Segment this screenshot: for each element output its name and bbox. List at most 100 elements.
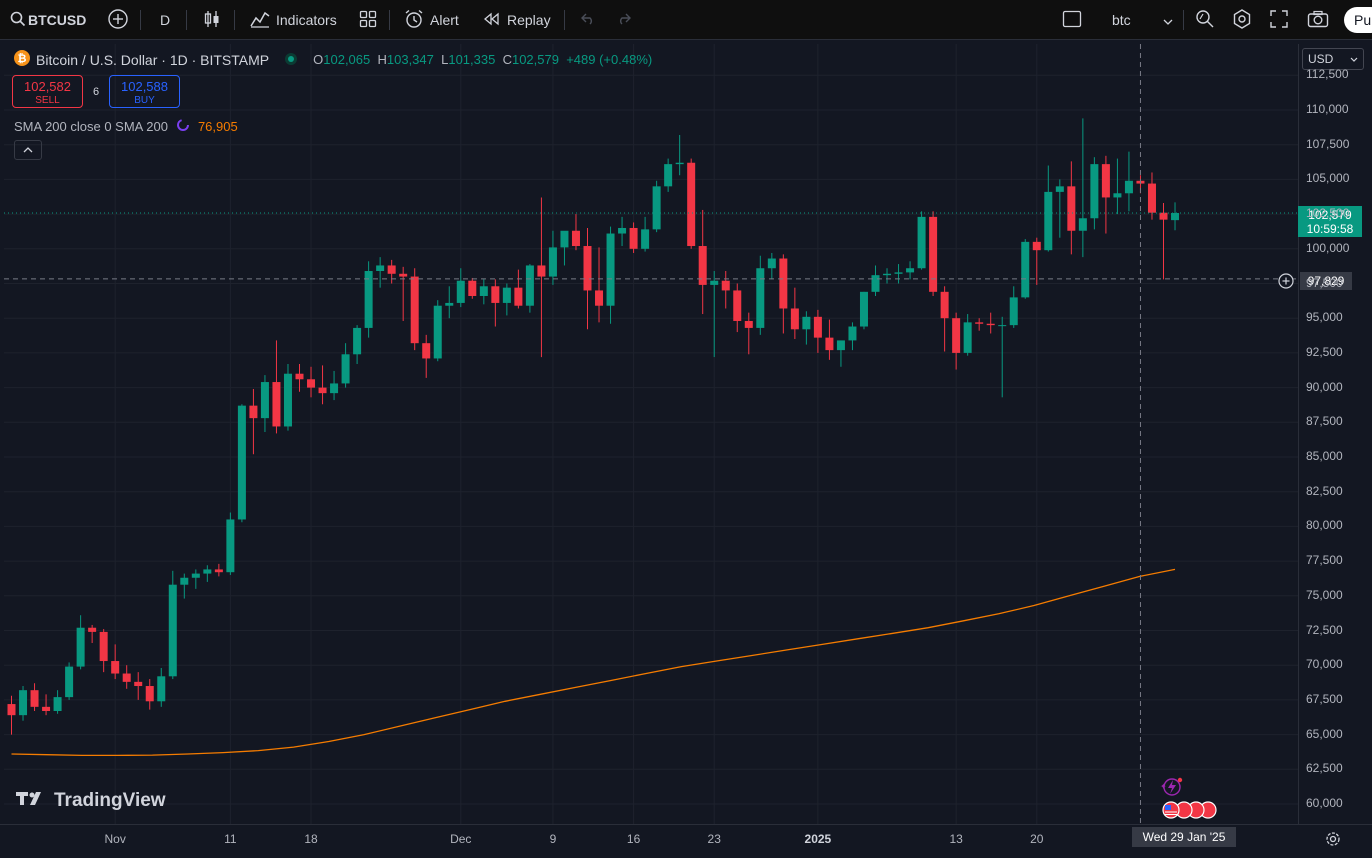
candle xyxy=(237,404,246,523)
candle xyxy=(756,255,765,335)
alert-button[interactable]: Alert xyxy=(404,0,459,40)
sell-button[interactable]: 102,582 SELL xyxy=(12,75,83,108)
candle-body xyxy=(733,290,742,321)
chart-type-button[interactable] xyxy=(203,0,221,40)
candle xyxy=(929,211,938,296)
candle-body xyxy=(157,676,166,702)
candle-body xyxy=(122,673,131,682)
economic-events-flags-icon[interactable] xyxy=(1160,800,1220,825)
candle xyxy=(168,570,177,680)
redo-button[interactable] xyxy=(617,0,633,40)
spread-value: 6 xyxy=(93,86,100,98)
candle xyxy=(1124,151,1133,212)
price-axis[interactable] xyxy=(1298,44,1372,824)
candle-body xyxy=(1067,186,1076,231)
candle-body xyxy=(168,584,177,677)
candle xyxy=(330,370,339,401)
candle xyxy=(387,259,396,284)
candle xyxy=(652,180,661,233)
indicators-button[interactable]: Indicators xyxy=(250,0,337,40)
candle xyxy=(272,340,281,434)
candle-body xyxy=(1101,164,1110,198)
symbol-title[interactable]: Bitcoin / U.S. Dollar · 1D · BITSTAMP xyxy=(36,51,270,68)
sell-label: SELL xyxy=(35,95,60,106)
rewind-icon xyxy=(483,12,501,29)
candle-body xyxy=(1009,297,1018,326)
candle-body xyxy=(1159,212,1168,220)
sma-legend[interactable]: SMA 200 close 0 SMA 200 76,905 xyxy=(14,118,238,135)
candle xyxy=(433,300,442,362)
tradingview-logo[interactable]: TradingView xyxy=(16,790,166,812)
templates-button[interactable] xyxy=(359,0,377,40)
top-toolbar: BTCUSD D Indicators Alert Re xyxy=(0,0,1372,40)
candle xyxy=(111,644,120,680)
candle-body xyxy=(675,162,684,165)
sell-price: 102,582 xyxy=(24,79,71,94)
candle-body xyxy=(871,275,880,292)
publish-button[interactable]: Pu xyxy=(1344,7,1372,33)
axis-settings-button[interactable] xyxy=(1325,831,1341,852)
fullscreen-button[interactable] xyxy=(1270,0,1288,40)
time-tick-label: Nov xyxy=(104,832,126,846)
candle xyxy=(1078,118,1087,258)
lightning-event-icon[interactable]: ✦ xyxy=(1156,776,1186,803)
candle xyxy=(376,257,385,288)
undo-button[interactable] xyxy=(579,0,595,40)
layout-name: btc xyxy=(1112,12,1131,28)
svg-text:✦: ✦ xyxy=(1160,782,1167,791)
buy-button[interactable]: 102,588 BUY xyxy=(109,75,180,108)
interval-button[interactable]: D xyxy=(160,0,170,40)
bitcoin-icon: ₿ xyxy=(14,50,30,69)
change-value: +489 (+0.48%) xyxy=(566,52,653,67)
candle-body xyxy=(364,271,373,328)
candle-body xyxy=(1113,193,1122,198)
candle-body xyxy=(42,706,51,712)
plus-circle-icon xyxy=(107,8,129,33)
sma-200-line xyxy=(11,568,1176,757)
candle-body xyxy=(88,627,97,632)
compare-add-button[interactable] xyxy=(107,0,129,40)
last-price-tag: 102,579 10:59:58 xyxy=(1298,206,1362,237)
candlestick-chart[interactable] xyxy=(4,44,1298,824)
layout-select-button[interactable] xyxy=(1062,0,1082,40)
currency-select[interactable]: USD xyxy=(1302,48,1364,70)
price-tick-label: 65,000 xyxy=(1306,726,1343,741)
tradingview-logo-icon xyxy=(16,790,48,812)
candle-body xyxy=(825,337,834,351)
time-tick-label: 9 xyxy=(549,832,557,846)
chart-pane[interactable] xyxy=(4,44,1298,824)
candle-body xyxy=(583,246,592,291)
candle xyxy=(30,683,39,712)
candle xyxy=(802,311,811,345)
candle xyxy=(307,366,316,398)
symbol-search[interactable]: BTCUSD xyxy=(10,0,86,40)
candle-body xyxy=(525,265,534,306)
candle-body xyxy=(445,302,454,306)
candle-body xyxy=(341,354,350,384)
candle-body xyxy=(387,265,396,274)
candle-body xyxy=(629,227,638,249)
low-key: L xyxy=(441,52,449,67)
add-alert-plus-icon[interactable] xyxy=(1278,273,1294,294)
candle xyxy=(514,269,523,309)
settings-button[interactable] xyxy=(1232,0,1252,40)
redo-icon xyxy=(617,12,633,28)
collapse-legend-button[interactable] xyxy=(14,140,42,160)
candle xyxy=(180,573,189,599)
candle xyxy=(1032,237,1041,285)
quick-search-button[interactable] xyxy=(1195,0,1215,40)
candle xyxy=(767,252,776,280)
candle xyxy=(698,209,707,315)
replay-button[interactable]: Replay xyxy=(483,0,551,40)
candle-body xyxy=(272,382,281,427)
snapshot-button[interactable] xyxy=(1307,0,1329,40)
candle-body xyxy=(491,286,500,303)
price-tick-label: 110,000 xyxy=(1306,102,1349,116)
layout-name-dropdown[interactable]: btc xyxy=(1112,0,1173,40)
candle xyxy=(1113,158,1122,215)
last-price: 102,579 xyxy=(1308,208,1352,222)
candle-body xyxy=(779,258,788,309)
candle-body xyxy=(237,405,246,520)
candle xyxy=(548,230,557,285)
candle xyxy=(468,277,477,299)
